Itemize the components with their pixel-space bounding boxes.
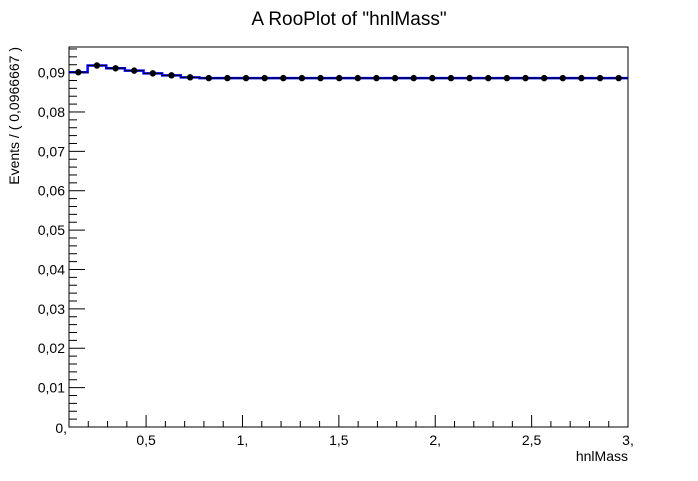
data-point — [311, 74, 330, 82]
data-marker — [242, 74, 250, 82]
data-point — [143, 70, 163, 77]
data-marker — [447, 74, 455, 82]
data-marker — [149, 70, 157, 77]
data-point — [534, 74, 554, 82]
data-marker — [112, 65, 119, 72]
data-marker — [298, 74, 306, 82]
plot-frame — [68, 46, 629, 428]
data-marker — [354, 74, 362, 82]
data-marker — [317, 74, 324, 82]
data-marker — [224, 74, 231, 82]
chart-title: A RooPlot of "hnlMass" — [251, 9, 446, 30]
data-point — [69, 69, 88, 76]
data-marker — [391, 74, 399, 82]
data-point — [180, 74, 200, 81]
x-tick-label: 1,5 — [329, 432, 349, 448]
data-point — [329, 74, 349, 82]
data-marker — [522, 74, 529, 82]
data-point — [124, 67, 144, 74]
data-point — [87, 62, 107, 69]
data-point — [609, 74, 628, 82]
y-tick-label: 0,02 — [38, 340, 65, 356]
data-marker — [410, 74, 417, 82]
data-marker — [596, 74, 604, 82]
data-marker — [261, 74, 268, 82]
data-marker — [373, 74, 380, 82]
y-tick-label: 0,01 — [38, 380, 65, 396]
data-marker — [466, 74, 473, 82]
data-marker — [280, 74, 287, 82]
data-point — [218, 74, 237, 82]
data-point — [590, 74, 610, 82]
origin-tick-label: 0, — [55, 420, 67, 436]
data-point — [255, 74, 274, 82]
data-marker — [578, 74, 585, 82]
x-tick-label: 2,5 — [522, 432, 542, 448]
data-marker — [131, 67, 138, 74]
data-point — [236, 74, 256, 82]
data-marker — [429, 74, 436, 82]
data-point — [404, 74, 424, 82]
data-point — [516, 74, 535, 82]
y-tick-label: 0,07 — [38, 143, 65, 159]
data-point — [497, 74, 517, 82]
data-marker — [186, 74, 194, 81]
data-point — [162, 72, 181, 79]
data-point — [106, 65, 125, 72]
y-tick-label: 0,04 — [38, 261, 65, 277]
data-marker — [75, 69, 82, 76]
data-marker — [168, 72, 175, 79]
data-point — [273, 74, 293, 82]
data-marker — [93, 62, 101, 69]
data-marker — [615, 74, 622, 82]
data-point — [572, 74, 591, 82]
data-point — [385, 74, 405, 82]
data-marker — [503, 74, 511, 82]
data-point — [441, 74, 461, 82]
data-point — [423, 74, 442, 82]
data-marker — [559, 74, 566, 82]
y-tick-label: 0,03 — [38, 301, 65, 317]
data-marker — [205, 74, 212, 82]
plot-area: 0,5 1, 1,5 2, 2,5 3, 0, 0,01 0,02 0,03 0,04 0,05 0,0… — [38, 46, 634, 448]
y-tick-label: 0,09 — [38, 65, 65, 81]
data-marker — [335, 74, 343, 82]
data-marker — [485, 74, 492, 82]
data-point — [348, 74, 368, 82]
y-tick-label: 0,08 — [38, 104, 65, 120]
x-tick-label: 3, — [622, 432, 634, 448]
y-axis-label: Events / ( 0,0966667 ) — [6, 47, 22, 185]
x-tick-label: 1, — [237, 432, 249, 448]
data-point — [553, 74, 573, 82]
data-marker — [540, 74, 548, 82]
data-point — [199, 74, 219, 82]
x-tick-label: 2, — [429, 432, 441, 448]
data-point — [478, 74, 498, 82]
x-axis-label: hnlMass — [576, 448, 628, 464]
y-tick-label: 0,05 — [38, 222, 65, 238]
x-tick-label: 0,5 — [136, 432, 156, 448]
data-point — [292, 74, 312, 82]
y-tick-label: 0,06 — [38, 183, 65, 199]
data-point — [367, 74, 386, 82]
data-point — [460, 74, 479, 82]
